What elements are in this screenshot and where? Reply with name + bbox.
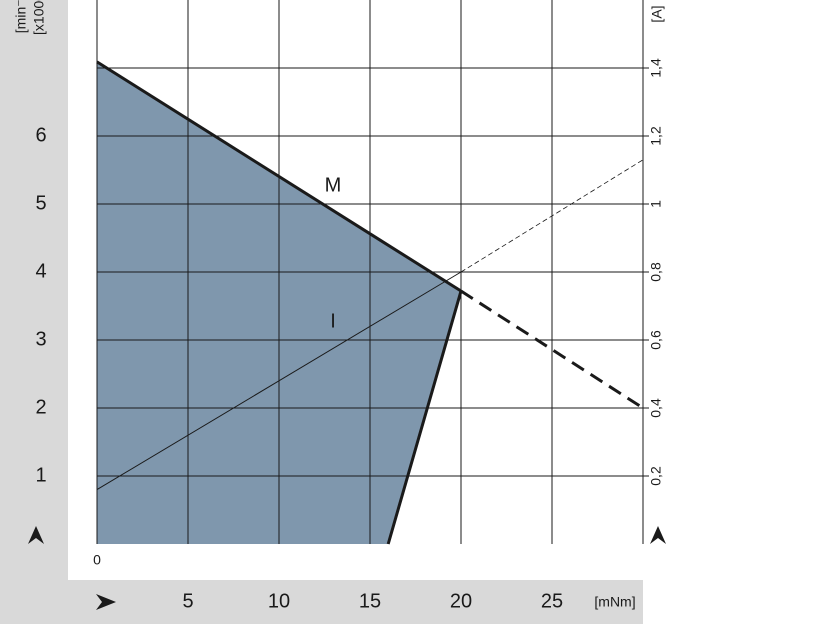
y-axis-label: [min⁻¹] <box>13 0 29 33</box>
y2-tick-label: 0,8 <box>648 262 664 282</box>
series-line <box>460 159 644 273</box>
bottom-panel <box>68 580 643 624</box>
left-panel <box>0 0 68 624</box>
y-tick-label: 2 <box>35 396 46 418</box>
y2-tick-label: 1,4 <box>648 58 664 78</box>
grid-layer <box>96 0 649 544</box>
x-tick-label: 15 <box>359 590 381 612</box>
y-arrow <box>28 526 44 544</box>
y2-tick-label: 0,2 <box>648 466 664 486</box>
x-tick-label: 5 <box>182 590 193 612</box>
x-tick-label: 20 <box>450 590 472 612</box>
y-tick-label: 3 <box>35 328 46 350</box>
y2-arrow <box>650 526 666 544</box>
y2-axis-label: [A] <box>649 5 665 22</box>
y-tick-label: 5 <box>35 192 46 214</box>
y2-tick-label: 1,2 <box>648 126 664 146</box>
y-tick-label: 4 <box>35 260 46 282</box>
y2-tick-label: 1 <box>648 200 664 208</box>
series-line <box>96 271 462 491</box>
series-line <box>460 289 644 410</box>
x-tick-label: 0 <box>93 552 101 568</box>
region-edge <box>386 290 463 545</box>
x-arrow <box>96 594 116 610</box>
y-tick-label: 1 <box>35 464 46 486</box>
y-tick-label: 6 <box>35 124 46 146</box>
series-label: M <box>325 174 342 196</box>
text-layer: 0 5 10 15 20 25 1 2 3 4 5 6 0,2 0,4 0,6 0,8 1 1,2 1,4 M I <box>35 58 663 612</box>
x-tick-label: 25 <box>541 590 563 612</box>
x-axis-label: [mNm] <box>594 594 635 610</box>
x-tick-label: 10 <box>268 590 290 612</box>
series-label: I <box>330 310 336 332</box>
series-line <box>96 60 462 293</box>
y-axis-label: [x1000] <box>31 0 47 35</box>
y2-tick-label: 0,6 <box>648 330 664 350</box>
lines-layer <box>96 60 644 491</box>
y2-tick-label: 0,4 <box>648 398 664 418</box>
